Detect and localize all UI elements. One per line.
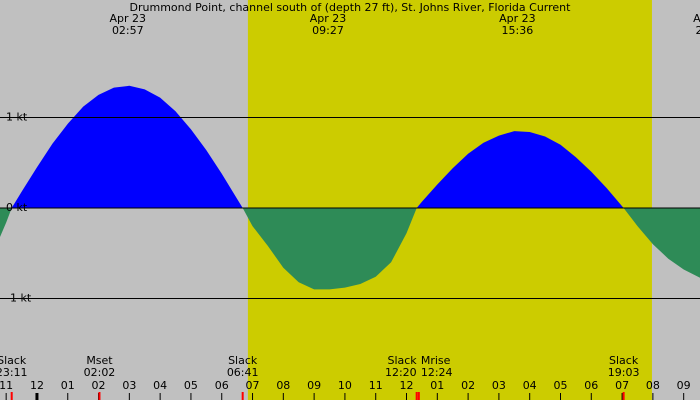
x-tick-label: 03	[492, 379, 506, 392]
peak-date: Apr 23	[110, 12, 147, 25]
x-tick-label: 09	[307, 379, 321, 392]
event-label: Slack	[0, 354, 27, 367]
x-tick-label: 08	[276, 379, 290, 392]
event-label: Slack	[387, 354, 417, 367]
peak-date: Apr 23	[693, 12, 700, 25]
x-tick-label: 02	[92, 379, 106, 392]
x-tick-label: 07	[246, 379, 260, 392]
x-tick-label: 11	[0, 379, 13, 392]
event-time: 12:24	[421, 366, 453, 379]
y-tick-label: -1 kt	[6, 292, 32, 305]
peak-time: 15:36	[502, 24, 534, 37]
x-tick-label: 05	[184, 379, 198, 392]
x-tick-label: 09	[677, 379, 691, 392]
ebb-area	[0, 208, 700, 290]
x-tick-label: 02	[461, 379, 475, 392]
event-label: Mset	[86, 354, 113, 367]
event-time: 12:20	[385, 366, 417, 379]
x-tick-label: 12	[400, 379, 414, 392]
x-tick-label: 04	[523, 379, 537, 392]
flood-area	[0, 85, 700, 208]
x-tick-label: 01	[430, 379, 444, 392]
event-time: 19:03	[608, 366, 640, 379]
x-tick-label: 08	[646, 379, 660, 392]
y-tick-label: 1 kt	[6, 111, 28, 124]
x-tick-label: 12	[30, 379, 44, 392]
peak-time: 09:27	[312, 24, 344, 37]
event-time: 06:41	[227, 366, 259, 379]
peak-date: Apr 23	[310, 12, 347, 25]
event-time: 23:11	[0, 366, 28, 379]
x-tick-label: 01	[61, 379, 75, 392]
x-tick-label: 05	[553, 379, 567, 392]
x-tick-label: 04	[153, 379, 167, 392]
x-tick-label: 11	[369, 379, 383, 392]
x-tick-label: 06	[584, 379, 598, 392]
x-tick-label: 03	[122, 379, 136, 392]
y-tick-label: 0 kt	[6, 201, 28, 214]
event-label: Slack	[609, 354, 639, 367]
x-tick-label: 10	[338, 379, 352, 392]
chart-title: Drummond Point, channel south of (depth …	[130, 1, 572, 14]
peak-date: Apr 23	[499, 12, 536, 25]
peak-time: 21:54	[696, 24, 700, 37]
event-label: Slack	[228, 354, 258, 367]
peak-time: 02:57	[112, 24, 144, 37]
event-time: 02:02	[84, 366, 116, 379]
x-tick-label: 06	[215, 379, 229, 392]
event-label: Mrise	[421, 354, 451, 367]
x-tick-label: 07	[615, 379, 629, 392]
